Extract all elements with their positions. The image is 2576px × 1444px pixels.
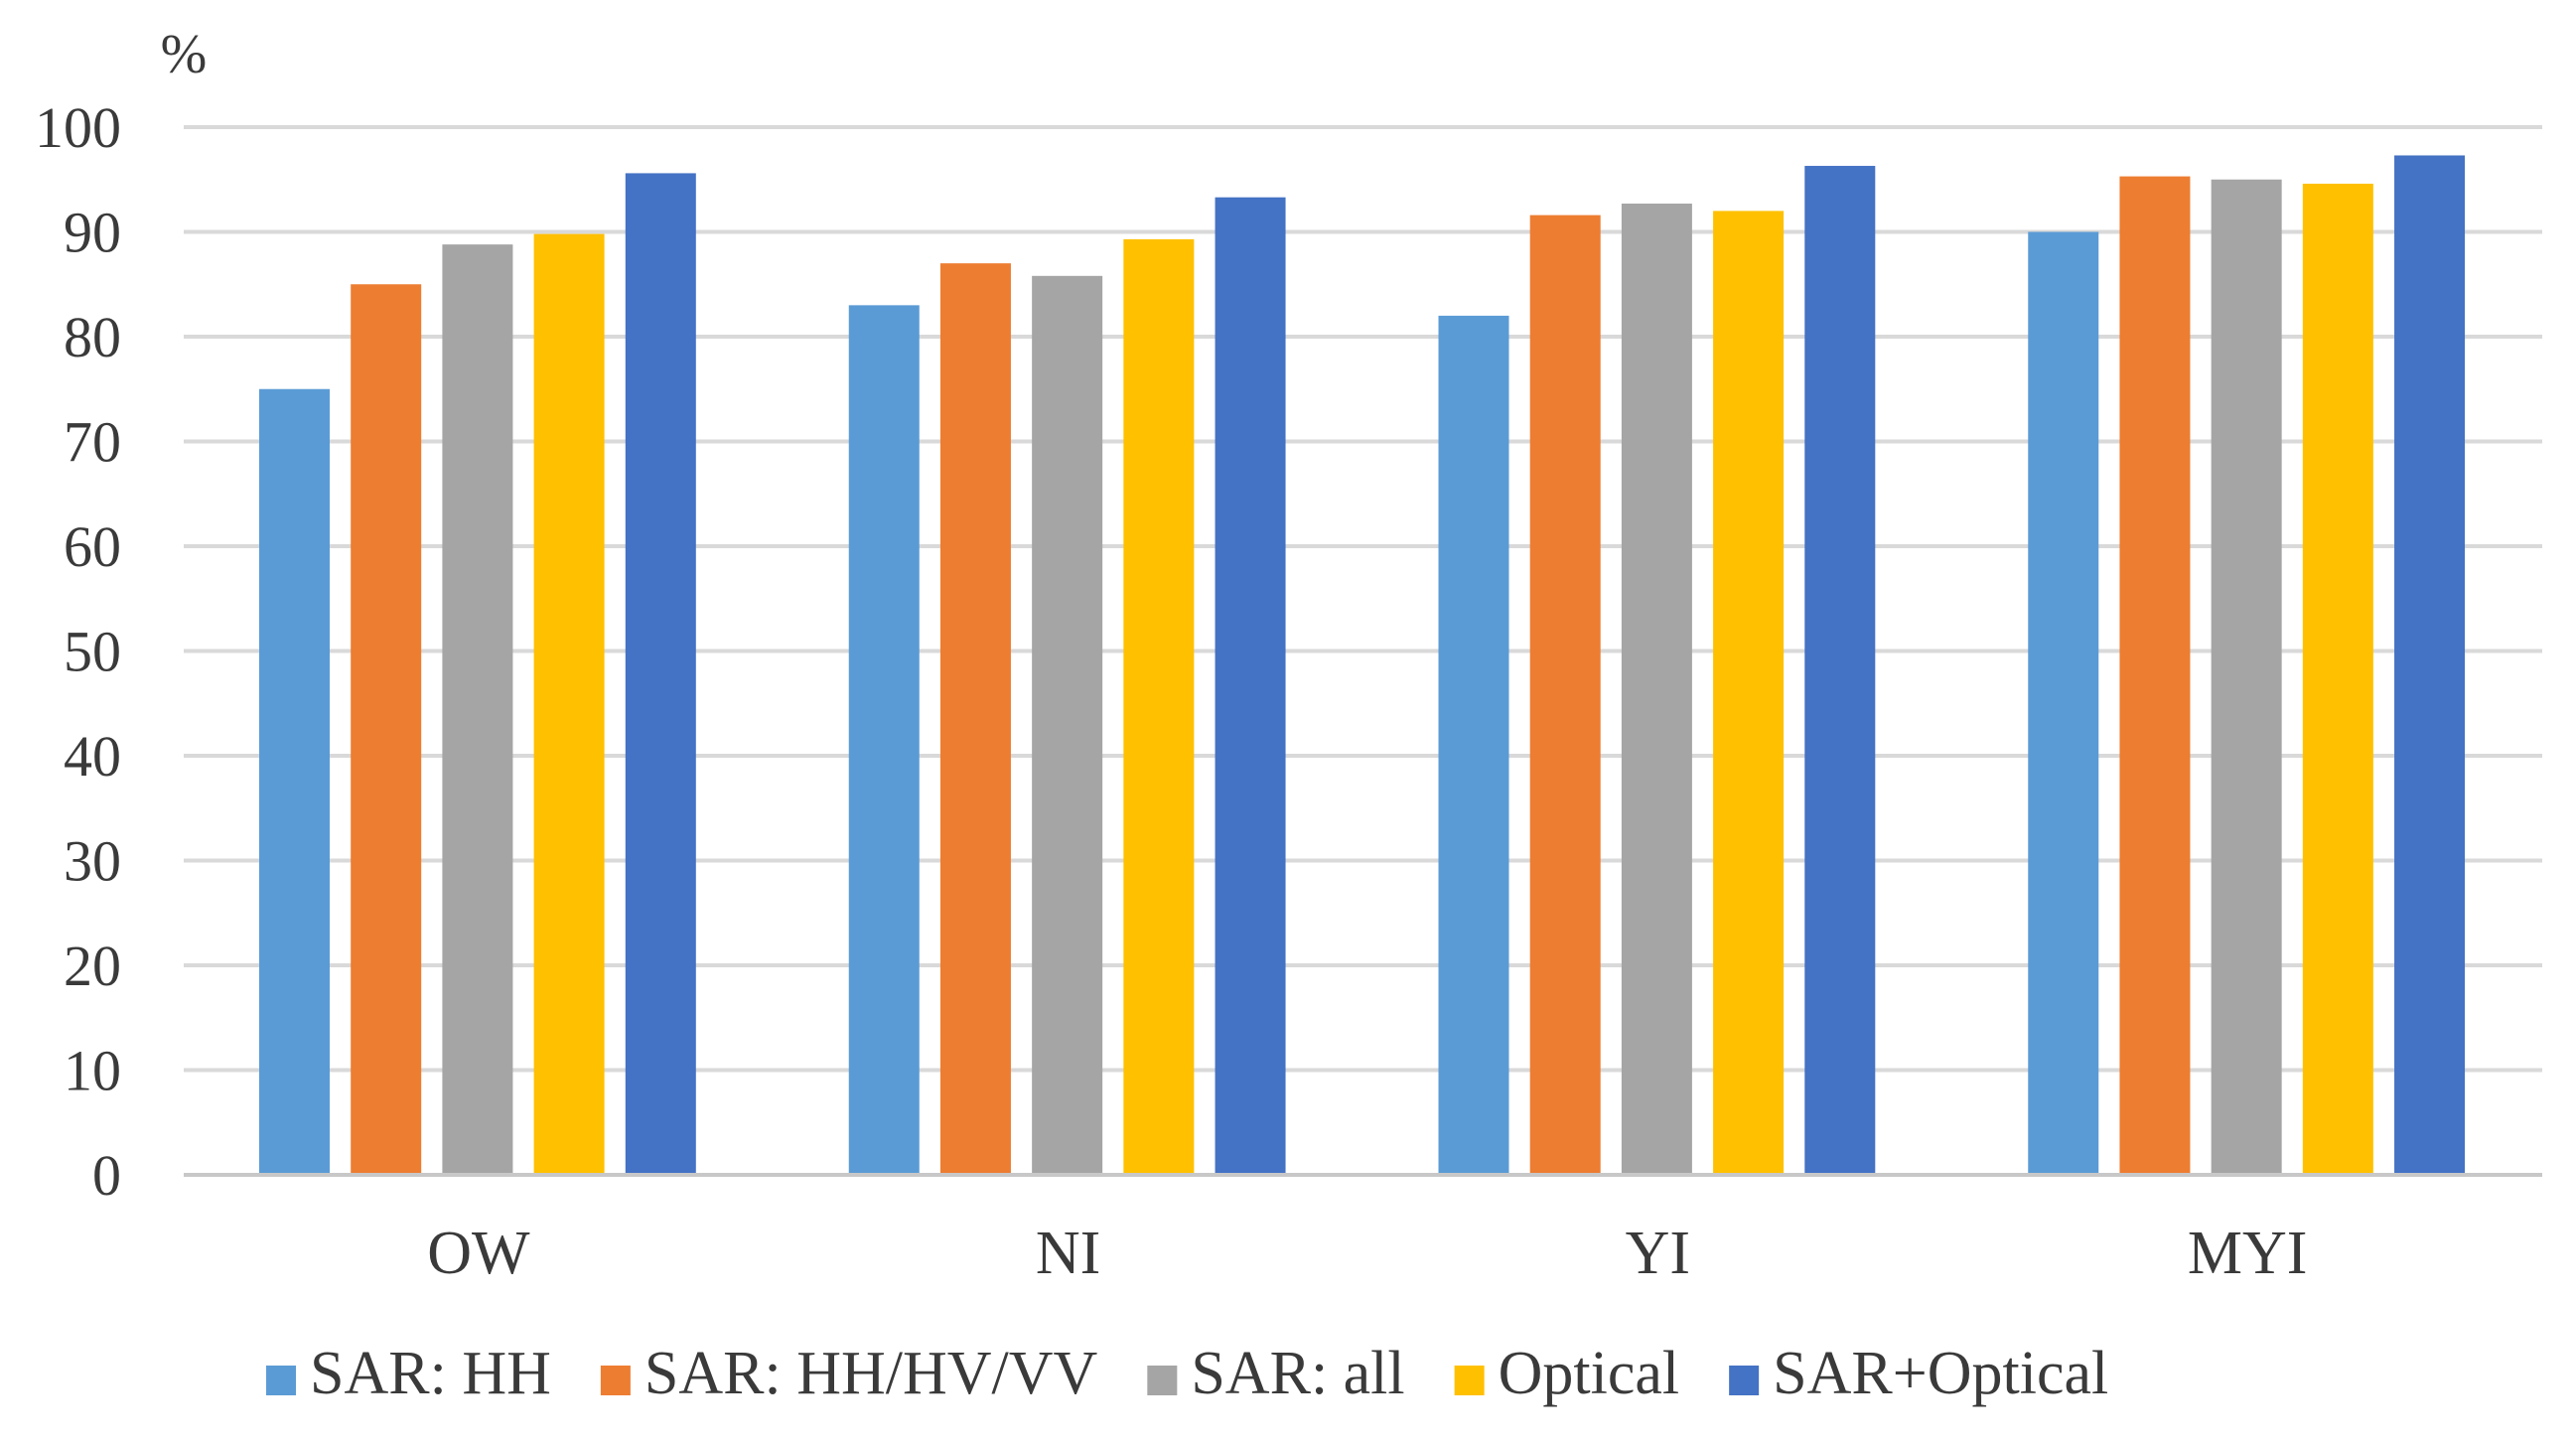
y-tick-label: 100 <box>35 95 121 160</box>
y-tick-label: 30 <box>64 829 121 894</box>
bar-ni-series-3 <box>1123 238 1195 1175</box>
bar-yi-series-4 <box>1804 166 1876 1175</box>
y-axis-tick-labels: 0 10 20 30 40 50 60 70 80 90 100 <box>35 95 121 1208</box>
legend: SAR: HH SAR: HH/HV/VV SAR: all Optical SAR+O… <box>266 1340 2108 1407</box>
legend-swatch <box>1729 1366 1760 1395</box>
bar-ni-series-2 <box>1032 275 1103 1175</box>
bar-yi-series-1 <box>1529 215 1601 1175</box>
bars <box>259 155 2466 1176</box>
legend-label: SAR: HH/HV/VV <box>644 1340 1098 1407</box>
bar-myi-series-3 <box>2302 183 2373 1176</box>
bar-ni-series-1 <box>939 263 1011 1175</box>
bar-myi-series-1 <box>2119 176 2191 1175</box>
x-category-label: OW <box>427 1220 530 1287</box>
bar-yi-series-3 <box>1713 211 1785 1175</box>
bar-myi-series-0 <box>2028 231 2099 1175</box>
y-tick-label: 90 <box>64 201 121 265</box>
x-category-label: YI <box>1626 1220 1690 1287</box>
x-axis: OW NI YI MYI <box>184 1173 2542 1287</box>
x-category-label: MYI <box>2188 1220 2308 1287</box>
bar-myi-series-4 <box>2394 155 2466 1176</box>
legend-swatch <box>1454 1366 1485 1395</box>
bar-ni-series-4 <box>1215 197 1286 1175</box>
y-tick-label: 80 <box>64 305 121 369</box>
legend-swatch <box>1147 1366 1178 1395</box>
y-tick-label: 60 <box>64 514 121 579</box>
legend-label: SAR+Optical <box>1773 1340 2108 1407</box>
bar-ow-series-0 <box>259 388 330 1175</box>
legend-label: SAR: all <box>1191 1340 1404 1407</box>
y-tick-label: 10 <box>64 1039 121 1103</box>
bar-ow-series-4 <box>625 173 696 1176</box>
bar-yi-series-0 <box>1438 315 1509 1175</box>
legend-label: Optical <box>1499 1340 1680 1407</box>
y-tick-label: 70 <box>64 410 121 475</box>
bar-ow-series-1 <box>351 284 422 1175</box>
x-category-label: NI <box>1036 1220 1100 1287</box>
y-axis-unit-label: % <box>161 24 208 85</box>
bar-ow-series-3 <box>533 233 605 1176</box>
y-tick-label: 0 <box>92 1143 121 1208</box>
y-tick-label: 40 <box>64 724 121 789</box>
legend-label: SAR: HH <box>310 1340 551 1407</box>
bar-yi-series-2 <box>1621 204 1692 1175</box>
legend-swatch <box>600 1366 631 1395</box>
y-tick-label: 50 <box>64 620 121 684</box>
y-tick-label: 20 <box>64 934 121 998</box>
bar-ow-series-2 <box>442 244 513 1175</box>
legend-swatch <box>266 1366 296 1395</box>
bar-myi-series-2 <box>2211 179 2282 1175</box>
bar-ni-series-0 <box>848 305 920 1176</box>
